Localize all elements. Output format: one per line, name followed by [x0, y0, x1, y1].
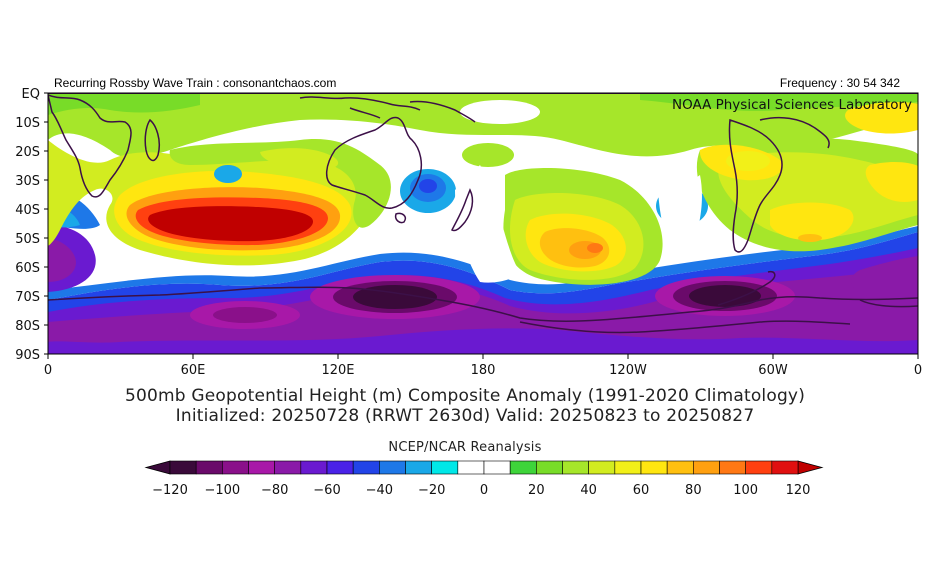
lat-tick-label: 70S — [15, 290, 40, 305]
weddell-low-east — [851, 256, 918, 301]
new-zealand-coast — [450, 188, 474, 232]
lat-tick-label: 10S — [15, 116, 40, 131]
maritime-continent-coast — [299, 96, 421, 111]
lat-tick-label: 60S — [15, 261, 40, 276]
africa-coast — [48, 94, 132, 198]
tropical-positive-belt — [48, 93, 918, 158]
lon-tick-label: 0 — [914, 363, 922, 378]
longitude-axis: 0 60E 120E 180 120W 60W 0 — [44, 354, 922, 378]
antarctica-coast — [48, 286, 918, 323]
lat-tick-label: 90S — [15, 348, 40, 363]
amundsen-low-core — [689, 285, 761, 307]
south-america-coast — [728, 118, 783, 253]
lat-tick-label: EQ — [22, 87, 40, 102]
lon-tick-label: 180 — [471, 363, 496, 378]
australia-coast — [326, 116, 423, 209]
antarctic-peninsula-coast — [717, 270, 776, 306]
data-source: NCEP/NCAR Reanalysis — [388, 440, 542, 455]
polar-edge-band — [48, 226, 918, 300]
latitude-axis: EQ 10S 20S 30S 40S 50S 60S 70S 80S 90S — [15, 87, 48, 363]
tasmania-coast — [394, 212, 407, 224]
new-guinea-coast — [409, 100, 476, 123]
lat-tick-label: 20S — [15, 145, 40, 160]
tropical-positive-core — [48, 93, 200, 115]
lat-tick-label: 80S — [15, 319, 40, 334]
map-subtitle: Initialized: 20250728 (RRWT 2630d) Valid… — [175, 406, 755, 426]
lon-tick-label: 60E — [181, 363, 206, 378]
lab-label: NOAA Physical Sciences Laboratory — [672, 97, 912, 113]
header-credit: Recurring Rossby Wave Train : consonantc… — [54, 76, 337, 90]
indian-ocean-small-low — [214, 165, 242, 183]
lon-tick-label: 60W — [758, 363, 788, 378]
anomaly-field — [48, 93, 918, 354]
indian-ocean-high-core — [148, 206, 314, 242]
tropical-positive-core-east — [640, 93, 918, 111]
lat-tick-label: 50S — [15, 232, 40, 247]
coastlines — [48, 93, 918, 334]
lon-tick-label: 120E — [321, 363, 354, 378]
lon-tick-label: 120W — [609, 363, 647, 378]
madagascar-coast — [144, 118, 161, 162]
lat-tick-label: 30S — [15, 174, 40, 189]
header-frequency: Frequency : 30 54 342 — [779, 76, 900, 90]
lat-tick-label: 40S — [15, 203, 40, 218]
map-title: 500mb Geopotential Height (m) Composite … — [124, 386, 806, 406]
lon-tick-label: 0 — [44, 363, 52, 378]
